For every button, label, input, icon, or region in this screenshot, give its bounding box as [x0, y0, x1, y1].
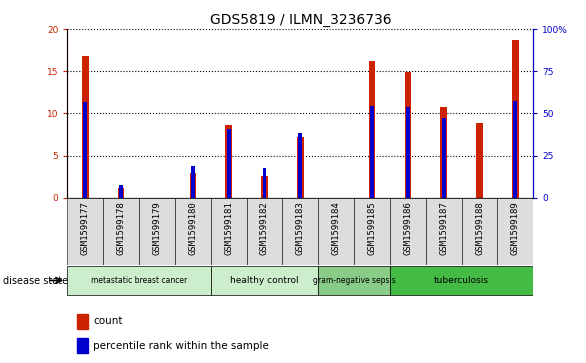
Bar — [318, 198, 354, 265]
Text: GSM1599179: GSM1599179 — [152, 201, 162, 255]
Bar — [118, 188, 124, 198]
Bar — [369, 61, 375, 198]
Bar — [426, 198, 462, 265]
Bar — [406, 107, 410, 198]
Text: GSM1599178: GSM1599178 — [117, 201, 125, 255]
Bar — [261, 176, 268, 198]
Bar — [318, 266, 390, 295]
Text: healthy control: healthy control — [230, 276, 299, 285]
Bar — [404, 72, 411, 198]
Bar — [67, 266, 211, 295]
Bar — [390, 198, 426, 265]
Text: count: count — [93, 317, 122, 326]
Text: GSM1599184: GSM1599184 — [332, 201, 340, 255]
Bar — [191, 166, 195, 198]
Bar — [513, 101, 517, 198]
Text: GSM1599181: GSM1599181 — [224, 201, 233, 255]
Text: GSM1599182: GSM1599182 — [260, 201, 269, 255]
Text: percentile rank within the sample: percentile rank within the sample — [93, 341, 269, 351]
Bar — [354, 198, 390, 265]
Text: GSM1599180: GSM1599180 — [188, 201, 197, 255]
Bar — [442, 118, 445, 198]
Bar — [77, 314, 88, 329]
Bar — [139, 198, 175, 265]
Bar — [103, 198, 139, 265]
Bar — [370, 106, 374, 198]
Text: GSM1599183: GSM1599183 — [296, 201, 305, 255]
Text: metastatic breast cancer: metastatic breast cancer — [91, 276, 187, 285]
Bar — [211, 266, 318, 295]
Text: GSM1599186: GSM1599186 — [403, 201, 413, 255]
Text: GSM1599177: GSM1599177 — [81, 201, 90, 255]
Bar — [263, 168, 267, 198]
Title: GDS5819 / ILMN_3236736: GDS5819 / ILMN_3236736 — [210, 13, 391, 26]
Bar — [247, 198, 282, 265]
Bar — [226, 125, 232, 198]
Bar — [211, 198, 247, 265]
Bar — [390, 266, 533, 295]
Bar — [67, 198, 103, 265]
Bar — [83, 102, 87, 198]
Bar — [175, 198, 211, 265]
Bar — [441, 107, 447, 198]
Text: gram-negative sepsis: gram-negative sepsis — [313, 276, 396, 285]
Bar — [119, 185, 123, 198]
Text: disease state: disease state — [3, 276, 68, 286]
Bar — [82, 56, 88, 198]
Bar — [512, 40, 519, 198]
Bar — [476, 123, 483, 198]
Text: tuberculosis: tuberculosis — [434, 276, 489, 285]
Bar — [462, 198, 498, 265]
Text: GSM1599185: GSM1599185 — [367, 201, 376, 255]
Text: GSM1599188: GSM1599188 — [475, 201, 484, 255]
Text: GSM1599189: GSM1599189 — [511, 201, 520, 255]
Bar — [77, 338, 88, 353]
Text: GSM1599187: GSM1599187 — [439, 201, 448, 255]
Bar — [298, 133, 302, 198]
Bar — [282, 198, 318, 265]
Bar — [227, 130, 230, 198]
Bar — [297, 137, 304, 198]
Bar — [498, 198, 533, 265]
Bar — [190, 172, 196, 198]
